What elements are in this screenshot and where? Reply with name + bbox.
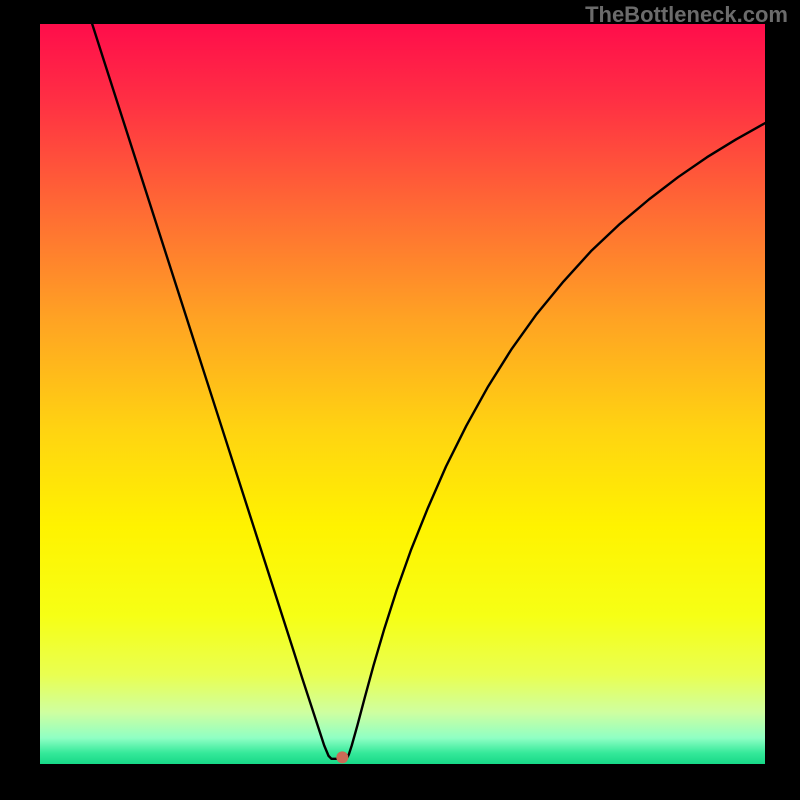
optimum-marker	[336, 751, 348, 763]
plot-area	[40, 24, 765, 764]
gradient-background	[40, 24, 765, 764]
chart-container: TheBottleneck.com	[0, 0, 800, 800]
chart-svg	[40, 24, 765, 764]
watermark-text: TheBottleneck.com	[585, 2, 788, 28]
